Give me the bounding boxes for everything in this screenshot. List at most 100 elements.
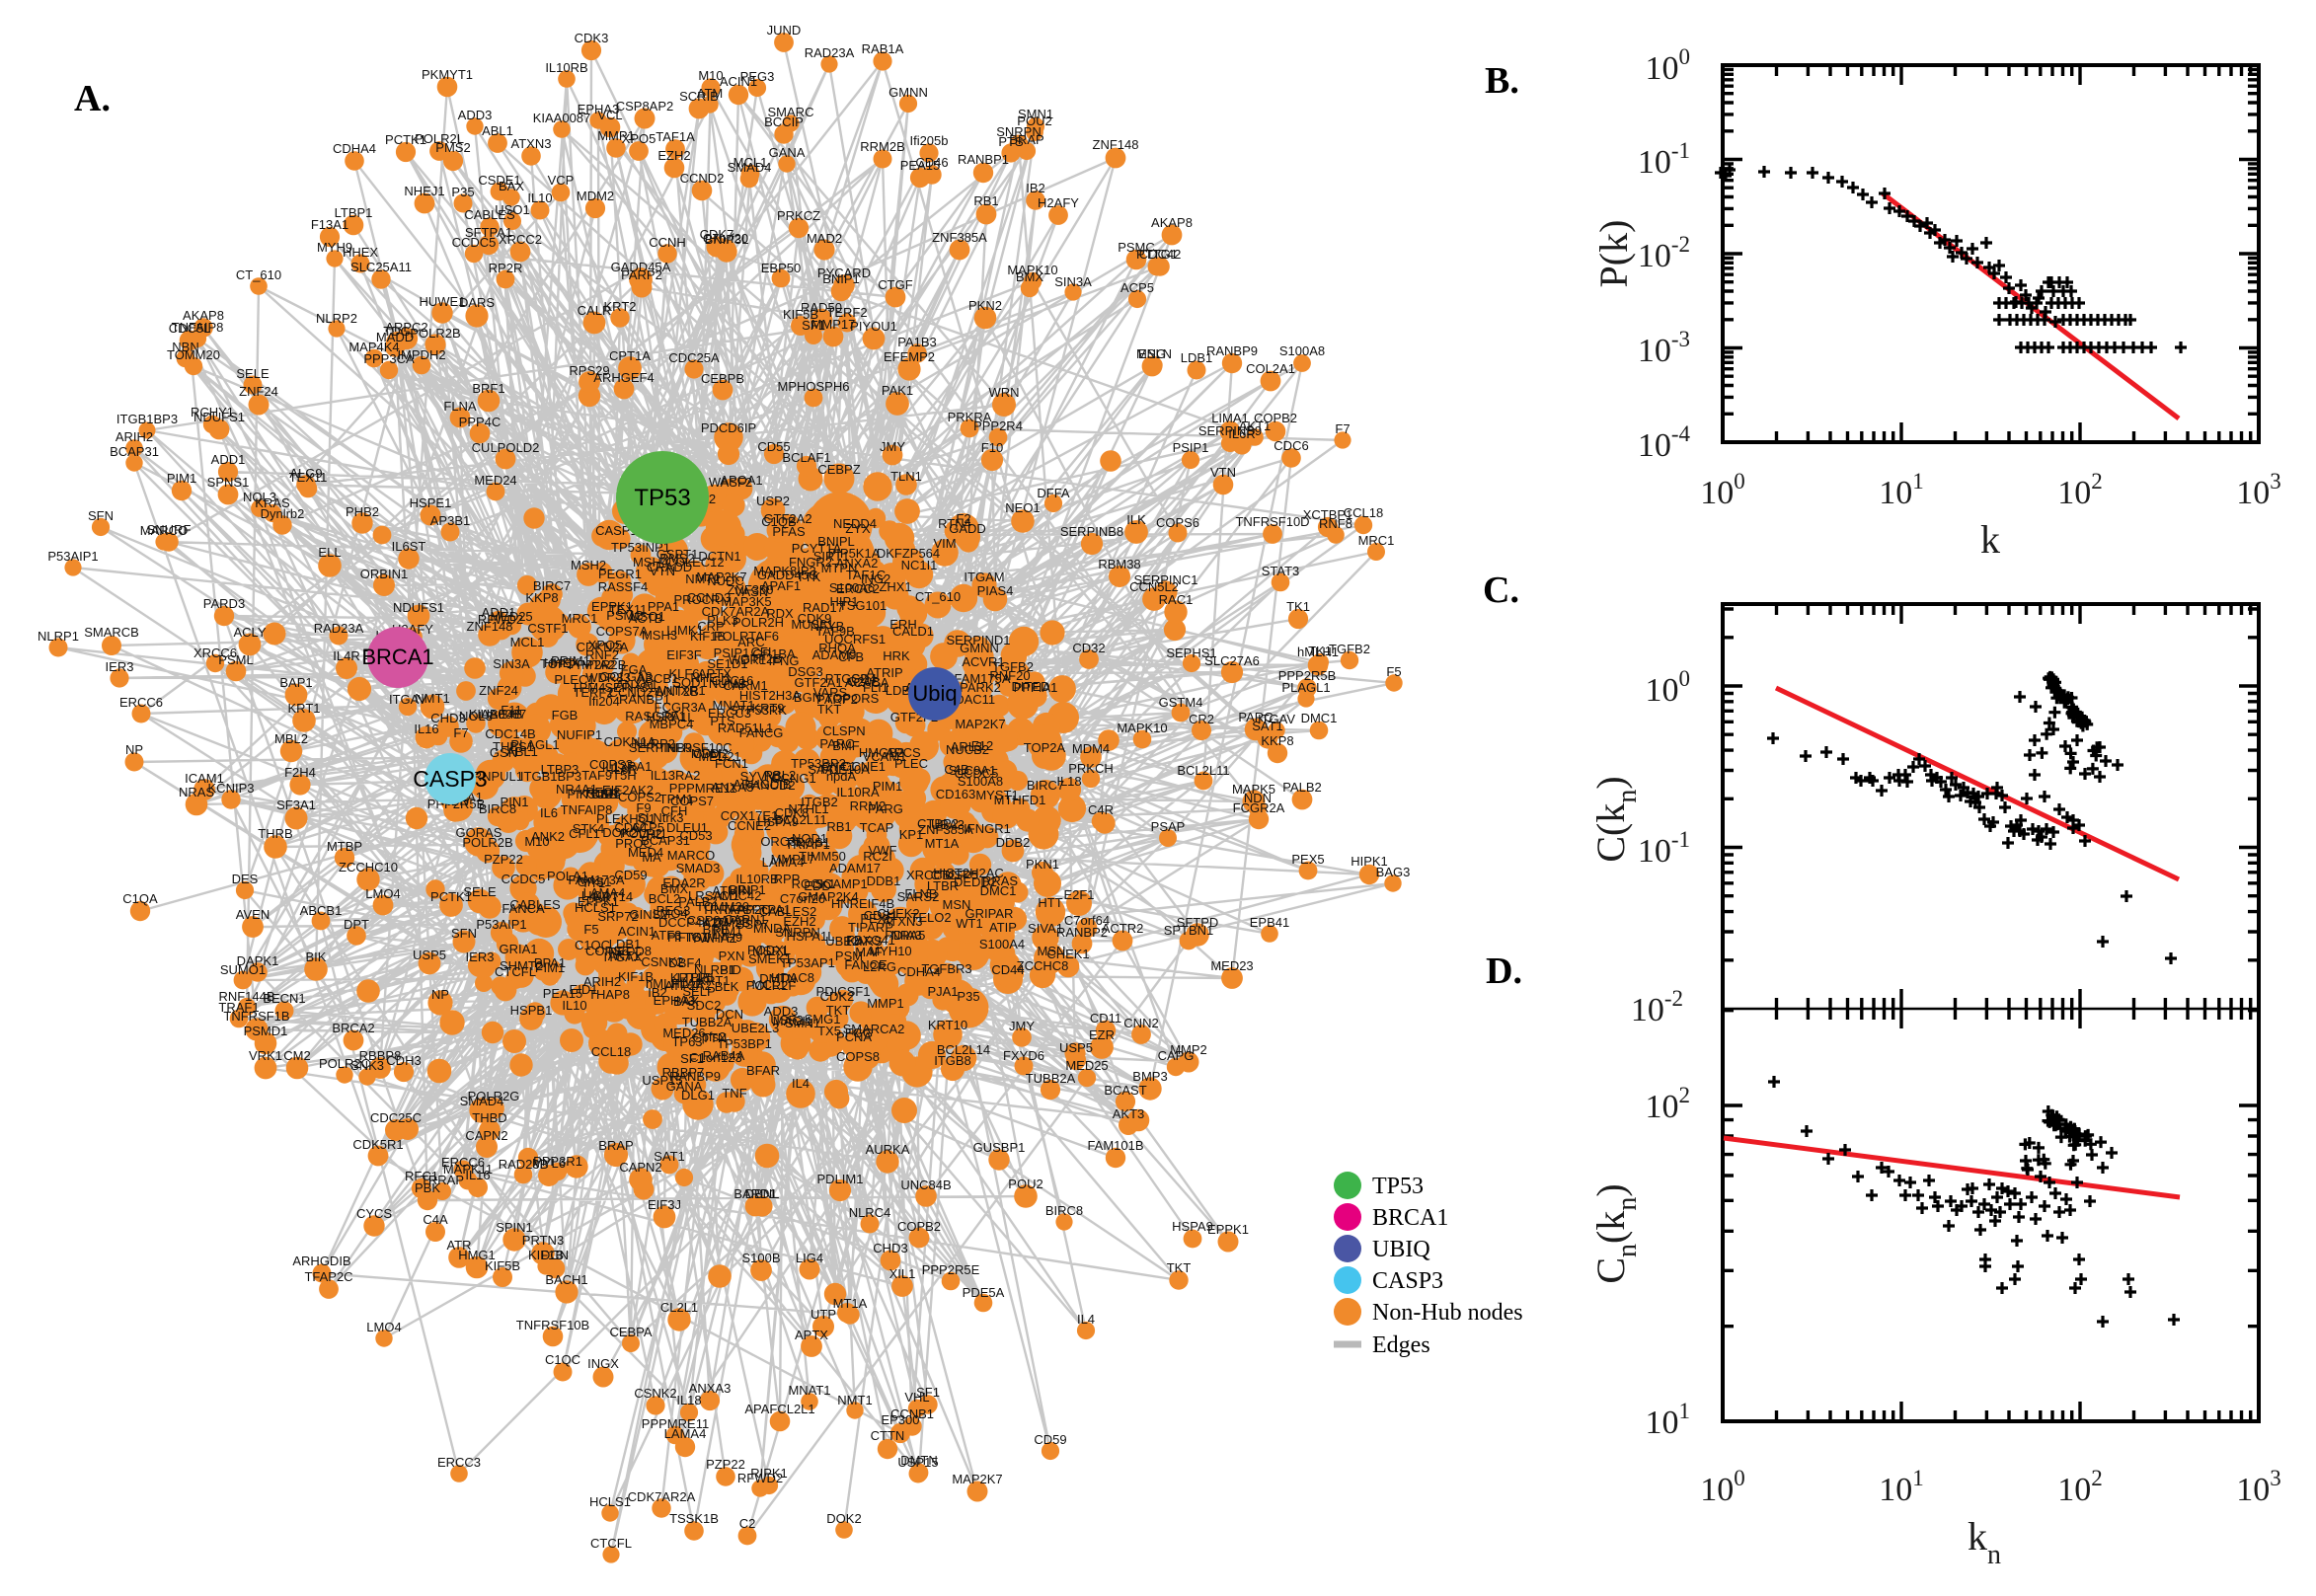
svg-text:TGFB2: TGFB2 <box>1329 642 1370 656</box>
svg-text:DES: DES <box>232 872 259 886</box>
svg-text:PIM1: PIM1 <box>167 471 196 486</box>
svg-text:TIMM50: TIMM50 <box>799 849 846 864</box>
svg-text:SCAMP1: SCAMP1 <box>814 876 867 891</box>
svg-text:IB2: IB2 <box>1026 181 1045 195</box>
svg-text:ITGB1BP3: ITGB1BP3 <box>116 412 178 426</box>
svg-text:EZH2: EZH2 <box>657 148 690 163</box>
svg-text:ACIN1: ACIN1 <box>720 74 757 89</box>
svg-text:CCL18: CCL18 <box>591 1044 631 1059</box>
svg-text:XRCC2: XRCC2 <box>499 232 542 247</box>
svg-text:MRC1: MRC1 <box>562 611 598 626</box>
svg-text:WRN: WRN <box>988 385 1019 400</box>
svg-text:KIF1B: KIF1B <box>528 1248 564 1262</box>
svg-text:F5: F5 <box>1386 664 1401 679</box>
svg-text:RAB1A: RAB1A <box>862 41 904 56</box>
svg-text:GMNN: GMNN <box>960 641 999 655</box>
svg-text:MCL1: MCL1 <box>752 977 787 992</box>
svg-text:CYCS: CYCS <box>356 1206 392 1221</box>
svg-text:MYH10: MYH10 <box>869 944 911 958</box>
svg-text:ARIH2: ARIH2 <box>583 974 621 989</box>
svg-text:CASP3: CASP3 <box>1372 1268 1443 1294</box>
svg-text:SFN: SFN <box>88 508 114 523</box>
svg-text:TNFRSF10B: TNFRSF10B <box>516 1318 589 1332</box>
svg-text:DMC1: DMC1 <box>1301 711 1338 725</box>
svg-text:USP15: USP15 <box>897 1455 938 1470</box>
svg-text:VTN: VTN <box>1210 465 1236 480</box>
svg-text:PTTG1: PTTG1 <box>667 930 709 945</box>
svg-text:ING2: ING2 <box>861 571 890 586</box>
svg-text:JMY: JMY <box>880 439 905 454</box>
svg-text:BRAP: BRAP <box>598 1138 633 1153</box>
svg-text:CCNH: CCNH <box>649 235 686 250</box>
svg-text:IER3: IER3 <box>106 659 134 674</box>
svg-text:ADD1: ADD1 <box>482 605 516 620</box>
svg-text:MDM4: MDM4 <box>1072 741 1110 756</box>
svg-text:MCL1: MCL1 <box>510 635 545 649</box>
svg-text:PPPMRE11: PPPMRE11 <box>669 781 736 796</box>
svg-text:LMO4: LMO4 <box>365 886 400 901</box>
svg-text:BCAP31: BCAP31 <box>641 833 690 848</box>
svg-text:IFNG: IFNG <box>768 653 799 668</box>
svg-text:AKAP8: AKAP8 <box>183 308 224 323</box>
svg-text:NP: NP <box>431 987 449 1002</box>
svg-text:Ifi205b: Ifi205b <box>909 133 948 148</box>
svg-text:SMARCB: SMARCB <box>84 625 139 640</box>
svg-text:RC2I: RC2I <box>863 849 892 864</box>
svg-text:CTGF: CTGF <box>878 277 912 292</box>
svg-text:NC1I1: NC1I1 <box>901 558 938 572</box>
svg-text:TNFAIP8: TNFAIP8 <box>561 802 613 817</box>
svg-text:PROS1: PROS1 <box>787 835 830 850</box>
svg-text:PA1B3: PA1B3 <box>897 335 937 349</box>
svg-text:MNAT1: MNAT1 <box>788 1383 830 1398</box>
svg-text:PLAGL1: PLAGL1 <box>1281 680 1330 695</box>
svg-text:PRTN3: PRTN3 <box>522 1233 564 1248</box>
svg-text:PARC: PARC <box>1238 710 1273 724</box>
svg-text:MAP2K7: MAP2K7 <box>952 1472 1002 1486</box>
svg-text:MTBP: MTBP <box>327 839 362 854</box>
svg-text:AKT3: AKT3 <box>1113 1106 1145 1121</box>
svg-text:MTPN: MTPN <box>821 561 858 575</box>
svg-text:SUMO1: SUMO1 <box>220 962 266 977</box>
svg-text:SELE: SELE <box>463 884 497 899</box>
svg-text:HSPA9: HSPA9 <box>1172 1219 1213 1234</box>
svg-text:PSIP1: PSIP1 <box>1173 440 1209 455</box>
svg-text:CSNK2: CSNK2 <box>641 954 683 969</box>
svg-text:AP3B1: AP3B1 <box>430 513 470 528</box>
svg-text:NHEJ1: NHEJ1 <box>690 670 731 685</box>
svg-text:P(k): P(k) <box>1591 220 1636 288</box>
svg-text:MAP2K7: MAP2K7 <box>955 717 1005 731</box>
svg-text:DDB1: DDB1 <box>867 874 901 888</box>
svg-text:SMAD3: SMAD3 <box>676 861 721 875</box>
svg-text:IL4R: IL4R <box>333 648 359 663</box>
svg-text:CSNK2: CSNK2 <box>634 1386 676 1401</box>
svg-text:SAT1: SAT1 <box>654 1149 685 1164</box>
svg-text:MSN: MSN <box>943 897 971 912</box>
svg-text:CTCF: CTCF <box>931 868 965 882</box>
svg-text:TOMM20: TOMM20 <box>167 347 220 362</box>
svg-text:IL10RB: IL10RB <box>735 872 778 886</box>
svg-text:PLAGL1: PLAGL1 <box>510 737 559 752</box>
svg-text:DITED: DITED <box>1012 679 1050 694</box>
svg-text:IFNGR1: IFNGR1 <box>964 821 1011 836</box>
svg-text:PSIP1: PSIP1 <box>714 646 750 660</box>
svg-text:ITGB1BP3: ITGB1BP3 <box>520 769 581 784</box>
svg-text:RANBP9: RANBP9 <box>1206 343 1258 358</box>
svg-text:TNF: TNF <box>722 1086 746 1101</box>
svg-text:F7: F7 <box>453 725 468 740</box>
svg-text:SPIN1: SPIN1 <box>496 1220 533 1235</box>
svg-text:CR2: CR2 <box>1189 712 1214 726</box>
svg-text:RPS29: RPS29 <box>569 363 609 378</box>
svg-text:MARCO: MARCO <box>667 848 715 863</box>
svg-text:SF1: SF1 <box>916 1385 940 1400</box>
svg-text:CCND2: CCND2 <box>680 171 725 186</box>
svg-text:HTT: HTT <box>1038 895 1062 910</box>
svg-text:THRB: THRB <box>258 826 292 841</box>
svg-text:ALG9: ALG9 <box>289 466 322 481</box>
svg-text:CDK3: CDK3 <box>575 31 609 45</box>
svg-text:TK1: TK1 <box>1286 599 1310 614</box>
svg-text:HSPA1L: HSPA1L <box>787 929 835 944</box>
svg-text:FANCE: FANCE <box>844 957 888 972</box>
svg-text:FXYD6: FXYD6 <box>1003 1048 1044 1063</box>
svg-text:IL6: IL6 <box>540 805 558 820</box>
svg-text:IL10: IL10 <box>562 998 586 1013</box>
